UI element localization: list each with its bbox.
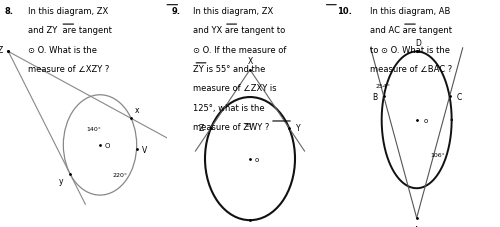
Text: 9.: 9. <box>172 7 180 16</box>
Text: In this diagram, ZX: In this diagram, ZX <box>194 7 274 16</box>
Text: measure of ∠BAC ?: measure of ∠BAC ? <box>370 65 452 74</box>
Text: ZY is 55° and the: ZY is 55° and the <box>194 65 266 74</box>
Text: D: D <box>416 39 422 48</box>
Text: O: O <box>105 142 110 148</box>
Text: V: V <box>142 145 147 154</box>
Text: 140°: 140° <box>86 127 101 132</box>
Text: Z: Z <box>0 45 2 54</box>
Text: and ZY  are tangent: and ZY are tangent <box>28 26 112 35</box>
Text: and AC are tangent: and AC are tangent <box>370 26 452 35</box>
Text: o: o <box>424 117 428 123</box>
Text: 220°: 220° <box>112 172 128 177</box>
Text: and YX are tangent to: and YX are tangent to <box>194 26 286 35</box>
Text: measure of ZWY ?: measure of ZWY ? <box>194 123 270 131</box>
Text: 8.: 8. <box>5 7 14 16</box>
Text: A: A <box>414 225 420 227</box>
Text: y: y <box>59 176 64 185</box>
Text: C: C <box>456 93 462 101</box>
Text: B: B <box>372 93 377 101</box>
Text: ⊙ O. If the measure of: ⊙ O. If the measure of <box>194 45 286 54</box>
Text: In this diagram, AB: In this diagram, AB <box>370 7 450 16</box>
Text: X: X <box>248 57 252 66</box>
Text: o: o <box>255 156 259 162</box>
Text: Z: Z <box>199 124 204 133</box>
Text: In this diagram, ZX: In this diagram, ZX <box>28 7 108 16</box>
Text: 254°: 254° <box>375 84 390 89</box>
Text: 55°: 55° <box>244 123 256 128</box>
Text: ⊙ O. What is the: ⊙ O. What is the <box>28 45 98 54</box>
Text: 125°, what is the: 125°, what is the <box>194 103 265 112</box>
Text: measure of ∠ZXY is: measure of ∠ZXY is <box>194 84 277 93</box>
Text: Y: Y <box>296 124 300 133</box>
Text: x: x <box>134 105 139 114</box>
Text: 106°: 106° <box>430 152 445 157</box>
Text: to ⊙ O. What is the: to ⊙ O. What is the <box>370 45 450 54</box>
Text: measure of ∠XZY ?: measure of ∠XZY ? <box>28 65 110 74</box>
Text: 10.: 10. <box>336 7 351 16</box>
